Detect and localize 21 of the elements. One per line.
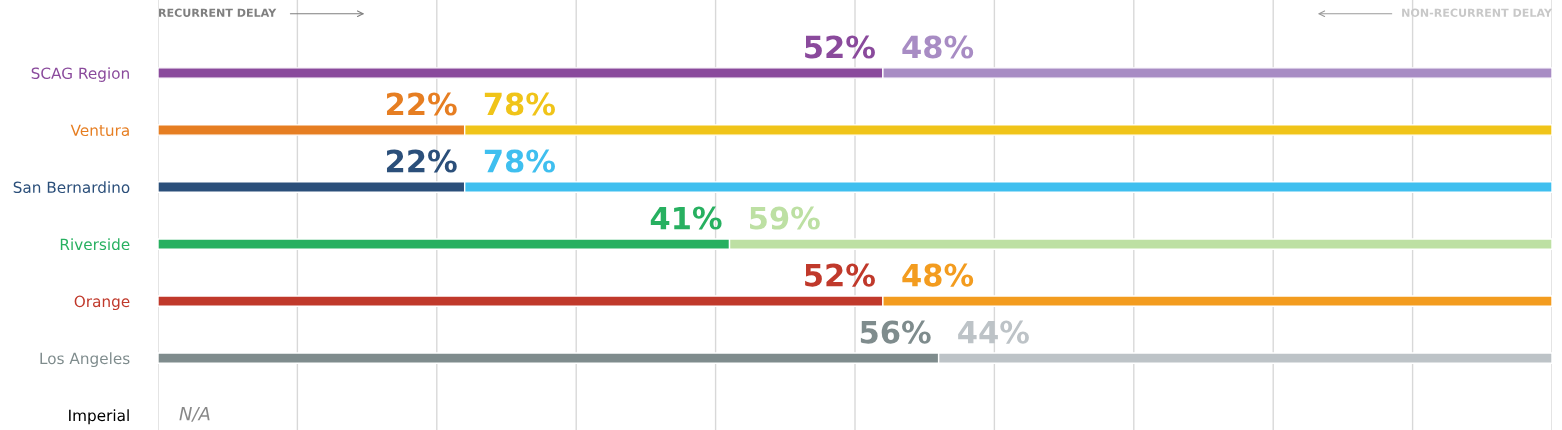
y-tick-label: Imperial — [69, 409, 129, 425]
y-tick-label: San Bernardino — [13, 181, 130, 194]
y-tick-label: Riverside — [60, 238, 130, 251]
data-label: 59% — [750, 206, 820, 230]
data-label: 78% — [484, 92, 555, 116]
data-label: 48% — [902, 263, 974, 287]
data-label: 52% — [805, 263, 875, 287]
data-label: 52% — [805, 35, 875, 59]
y-tick-label: Ventura — [70, 124, 129, 137]
data-label: 56% — [860, 320, 931, 344]
data-label: 22% — [386, 149, 457, 173]
y-tick-label: SCAG Region — [31, 67, 129, 82]
text: N/A — [179, 406, 210, 422]
y-tick-label: Orange — [74, 295, 130, 311]
y-tick-label: Los Angeles — [40, 352, 130, 368]
data-label: 41% — [650, 206, 722, 230]
data-label: 78% — [484, 149, 555, 173]
text: RECURRENT DELAY — [159, 8, 277, 17]
data-label: 44% — [958, 320, 1029, 344]
data-label: 22% — [386, 92, 457, 116]
data-label: 48% — [902, 35, 974, 59]
